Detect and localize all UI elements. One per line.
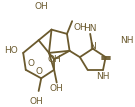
Text: OH: OH xyxy=(29,97,43,106)
Text: OH: OH xyxy=(73,23,87,32)
Text: NH: NH xyxy=(120,36,133,45)
Text: HO: HO xyxy=(4,46,18,55)
Text: OH: OH xyxy=(34,2,48,11)
Text: NH: NH xyxy=(96,72,110,81)
Text: HN: HN xyxy=(83,24,97,33)
Text: O: O xyxy=(35,67,42,76)
Text: OH: OH xyxy=(50,84,64,93)
Text: N: N xyxy=(89,42,96,51)
Text: OH: OH xyxy=(47,55,61,64)
Text: O: O xyxy=(27,59,34,68)
